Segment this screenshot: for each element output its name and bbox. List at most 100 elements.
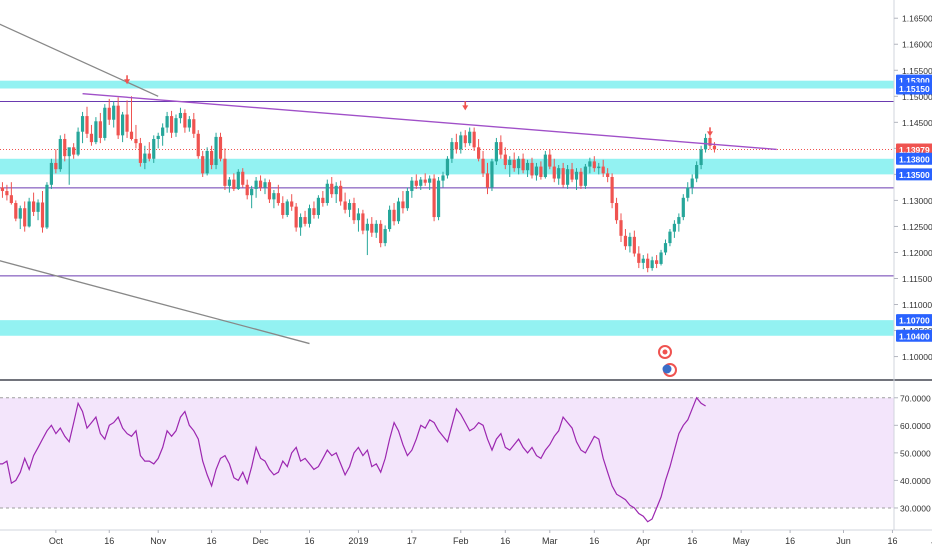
candle-body	[566, 169, 570, 185]
time-tick-label: 16	[304, 536, 314, 546]
candle-body	[637, 253, 641, 263]
time-axis[interactable]: Oct 16 Nov 16 Dec 16 2019 17 Feb 16 Mar 16 Apr 16 May 1…	[0, 529, 932, 546]
candle-body	[241, 171, 245, 185]
candle-body	[312, 208, 316, 215]
candle-body	[54, 162, 58, 170]
candle-body	[214, 136, 218, 166]
candle-body	[641, 258, 645, 263]
candle-body	[267, 182, 272, 200]
candle-body	[112, 105, 116, 120]
candle-body	[174, 118, 178, 133]
candle-body	[325, 183, 329, 204]
candle-body	[405, 191, 409, 209]
candle-body	[632, 236, 636, 254]
candle-body	[152, 138, 156, 159]
price-tick-label: 1.12000	[902, 248, 932, 258]
candle-body	[147, 153, 151, 159]
candle-body	[534, 166, 539, 176]
flag-icon	[662, 364, 672, 374]
rsi-tick-label: 30.0000	[900, 503, 931, 513]
candle-body	[258, 180, 263, 188]
candle-body	[597, 166, 601, 169]
candle-body	[690, 178, 694, 188]
price-tick-label: 1.11500	[902, 274, 932, 284]
candle-body	[436, 180, 441, 218]
candle-body	[138, 143, 142, 163]
candle-body	[459, 135, 463, 150]
time-tick-label: Apr	[636, 536, 650, 546]
candle-body	[143, 153, 147, 163]
candle-body	[539, 166, 543, 177]
candle-body	[76, 131, 80, 155]
candle-body	[490, 161, 494, 188]
candle-body	[454, 142, 458, 150]
candle-body	[619, 220, 623, 236]
candle-body	[583, 166, 587, 186]
rsi-tick-label: 70.0000	[900, 393, 931, 403]
candle-body	[223, 158, 227, 186]
down-arrow-2	[707, 131, 713, 137]
candle-body	[307, 208, 312, 224]
candle-body	[557, 168, 561, 179]
candle-body	[548, 154, 552, 167]
candle-body	[659, 252, 663, 264]
candle-body	[517, 158, 521, 169]
trendline	[82, 93, 777, 151]
time-tick-label: Mar	[542, 536, 558, 546]
candle-body	[610, 176, 614, 204]
channel-line-0	[0, 23, 159, 97]
candle-body	[499, 142, 503, 155]
price-tick-label: 1.11000	[902, 300, 932, 310]
candle-body	[67, 147, 71, 157]
rsi-band	[0, 397, 894, 508]
candle-body	[601, 166, 605, 174]
candle-body	[521, 158, 525, 171]
candle-body	[463, 135, 467, 144]
candle-body	[428, 178, 432, 183]
candle-body	[401, 201, 405, 209]
price-pane	[0, 0, 932, 381]
horizontal-levels	[0, 101, 894, 277]
candle-body	[40, 202, 45, 228]
candle-body	[477, 147, 481, 159]
event-markers[interactable]	[658, 345, 677, 377]
candle-body	[183, 112, 187, 128]
candles	[0, 96, 717, 273]
candle-body	[299, 217, 303, 228]
channel-line-1	[0, 260, 310, 345]
candle-body	[63, 138, 67, 157]
rsi-tick-label: 50.0000	[900, 448, 931, 458]
price-tag-level	[896, 152, 932, 165]
candle-body	[245, 184, 249, 196]
candle-body	[361, 213, 365, 231]
candle-body	[276, 193, 280, 204]
price-tag-label: 1.15300	[899, 76, 930, 86]
time-tick-label: Oct	[49, 536, 64, 546]
price-tag-label: 1.10700	[899, 316, 930, 326]
candle-body	[285, 201, 289, 215]
candle-body	[321, 197, 325, 204]
candle-body	[432, 178, 436, 218]
signal-arrows	[124, 75, 713, 137]
candle-body	[72, 147, 76, 155]
candle-body	[561, 168, 565, 185]
price-tick-label: 1.15500	[902, 66, 932, 76]
rsi-tick-label: 40.0000	[900, 476, 931, 486]
candle-body	[169, 116, 174, 133]
candle-body	[125, 114, 129, 132]
candle-body	[352, 203, 356, 221]
candle-body	[512, 159, 516, 169]
candle-body	[316, 197, 320, 215]
time-tick-label: Nov	[150, 536, 167, 546]
rsi-axis[interactable]: 70.0000 60.0000 50.0000 40.0000 30.0000	[894, 393, 931, 513]
time-tick-label: 16	[500, 536, 510, 546]
candle-body	[530, 162, 534, 176]
time-tick-label: 16	[887, 536, 897, 546]
candle-body	[579, 171, 583, 186]
price-pane-bg	[0, 0, 894, 380]
candle-body	[45, 184, 49, 228]
candle-body	[356, 213, 361, 221]
time-tick-label: Dec	[253, 536, 270, 546]
time-tick-label: Feb	[453, 536, 469, 546]
